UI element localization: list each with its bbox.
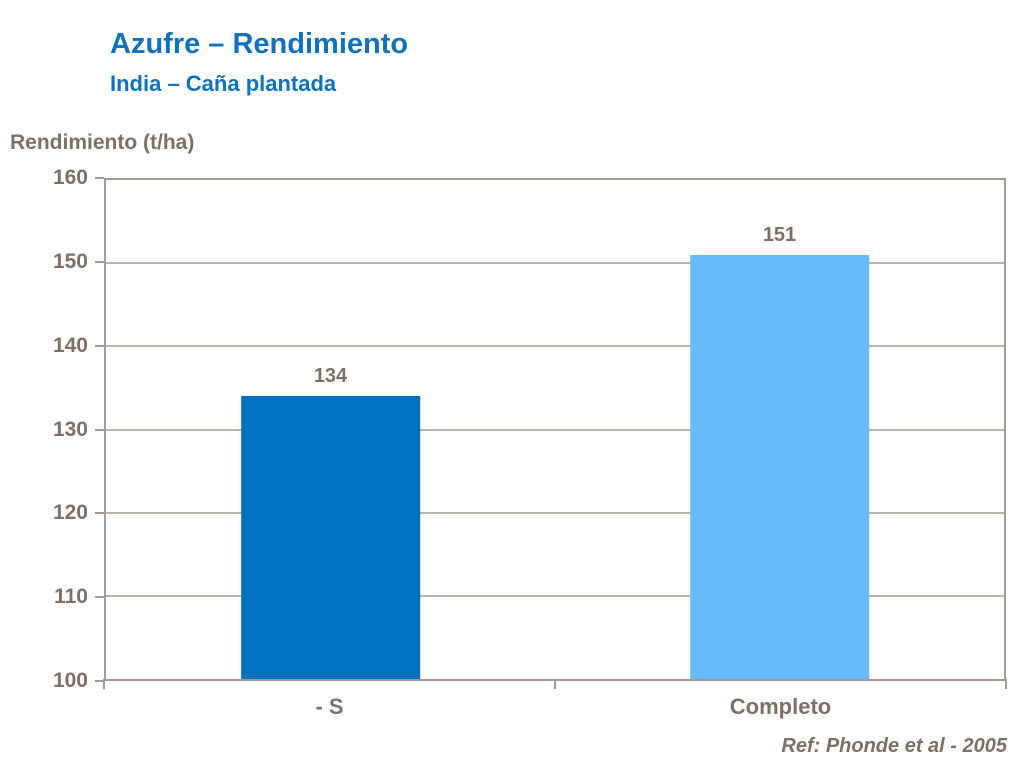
gridline-120 [106,511,1004,514]
bar-value-label: 134 [313,365,348,388]
ytick-label-140: 140 [52,333,88,357]
gridline-140 [106,345,1004,348]
ytick-label-110: 110 [54,585,88,609]
y-axis-title: Rendimiento (t/ha) [10,131,195,154]
ytick-label-160: 160 [52,166,88,189]
ytick-label-150: 150 [52,249,88,273]
ytick-mark-120 [95,512,104,515]
xtick-mark-2 [1005,679,1007,689]
chart-subtitle: India – Caña plantada [110,71,337,96]
ytick-mark-140 [95,344,104,347]
xtick-mark-1 [554,679,556,689]
bar---s [240,396,421,679]
ytick-mark-150 [95,260,104,263]
xtick-mark-0 [103,679,105,689]
gridline-130 [106,428,1004,431]
chart-title: Azufre – Rendimiento [110,28,409,60]
ytick-mark-110 [95,596,104,599]
xtick-label---s: - S [315,694,344,719]
ytick-mark-130 [95,428,104,431]
ytick-label-120: 120 [52,501,88,525]
gridline-150 [106,262,1004,265]
reference-text: Ref: Phonde et al - 2005 [781,735,1007,757]
plot-area: 134 151 [104,178,1006,681]
bar-completo [689,254,870,679]
gridline-110 [106,594,1004,597]
ytick-mark-160 [95,177,104,179]
ytick-label-130: 130 [52,417,88,441]
ytick-mark-100 [95,680,104,682]
bar-value-label: 151 [762,223,797,246]
ytick-label-100: 100 [52,669,88,692]
xtick-label-completo: Completo [729,694,832,719]
